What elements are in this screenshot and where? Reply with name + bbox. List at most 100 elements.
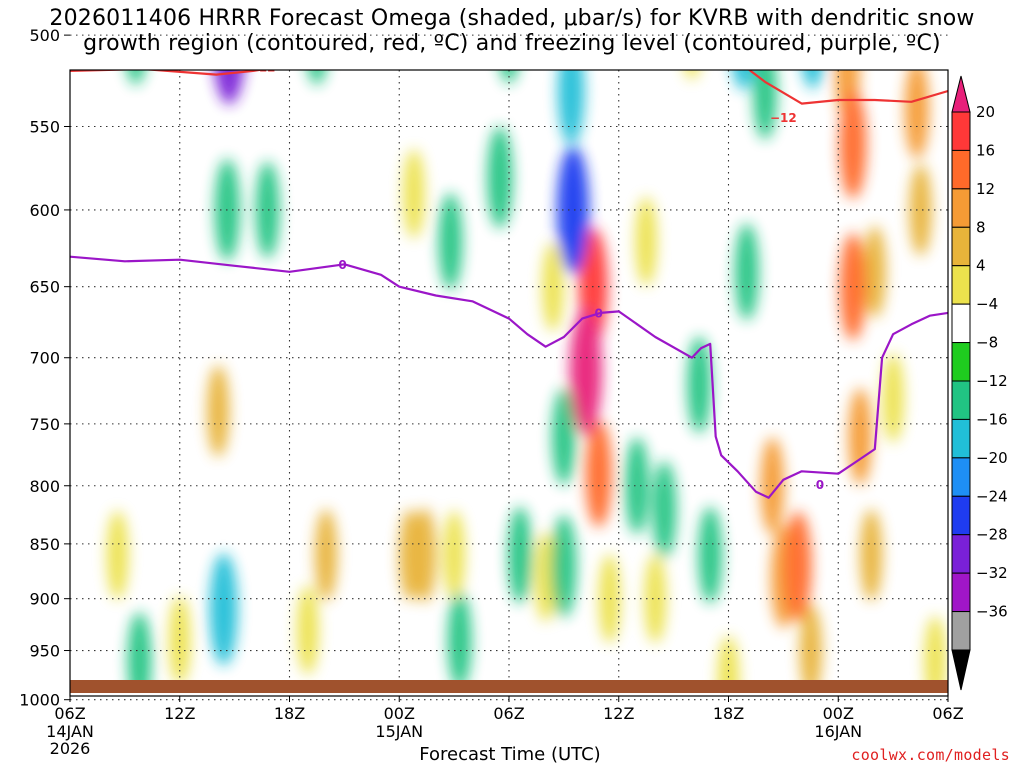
freezing-level-contour-label: 0 (816, 478, 824, 492)
omega-cell (848, 388, 872, 485)
omega-cell (904, 70, 930, 159)
x-tick-date: 16JAN (814, 722, 862, 741)
dgz-contour-label: −12 (540, 38, 567, 52)
gridlines (70, 34, 948, 701)
omega-cell (542, 242, 564, 332)
omega-cell (403, 149, 425, 239)
x-axis-label: Forecast Time (UTC) (419, 744, 601, 765)
omega-cell (255, 161, 280, 259)
omega-cell (753, 70, 777, 140)
omega-cell (784, 511, 812, 622)
colorbar-swatch (951, 534, 971, 574)
freezing-level-contour (70, 255, 948, 499)
x-tick-label: 18Z (713, 704, 744, 723)
omega-cell (508, 506, 532, 604)
colorbar-swatch (951, 226, 971, 267)
omega-cell (635, 196, 657, 286)
omega-cell (551, 515, 577, 618)
colorbar-label: 20 (976, 103, 995, 121)
omega-cell (214, 70, 245, 105)
x-tick-label: 06Z (932, 704, 963, 723)
freezing-level-contour-label: 0 (338, 258, 346, 272)
omega-cell (860, 509, 883, 601)
y-tick-label: 950 (29, 642, 60, 661)
y-tick-label: 850 (29, 535, 60, 554)
x-tick-date: 14JAN (46, 722, 94, 741)
colorbar-label: −32 (976, 564, 1008, 582)
colorbar-label: 4 (976, 257, 986, 275)
omega-cell (732, 70, 754, 90)
colorbar-bottom-arrow (951, 649, 971, 691)
omega-cell (698, 506, 723, 604)
colorbar-swatch (951, 380, 971, 420)
x-tick-label: 00Z (823, 704, 854, 723)
omega-cell (106, 510, 129, 600)
y-tick-label: 650 (29, 278, 60, 297)
dgz-contour-label: −18 (808, 0, 835, 3)
colorbar-label: 12 (976, 180, 995, 198)
omega-cell (924, 616, 946, 690)
colorbar-label: −20 (976, 449, 1008, 467)
omega-cell (557, 70, 585, 145)
omega-cell (443, 510, 465, 600)
omega-cell (671, 0, 695, 24)
omega-cell (799, 604, 822, 690)
omega-cell (245, 0, 269, 24)
y-tick-label: 550 (29, 117, 60, 136)
y-tick-label: 750 (29, 415, 60, 434)
freezing-level-contour-label: 0 (594, 306, 602, 320)
dgz-contour (70, 0, 948, 16)
dgz-contour (70, 70, 948, 105)
colorbar-label: −36 (976, 603, 1008, 621)
x-tick-year: 2026 (50, 739, 91, 758)
colorbar-label: −12 (976, 372, 1008, 390)
colorbar-label: −24 (976, 487, 1008, 505)
colorbar-label: −16 (976, 410, 1008, 428)
omega-cell (534, 532, 557, 622)
omega-cell (802, 70, 823, 89)
omega-shading (106, 0, 946, 690)
ground-surface (70, 680, 948, 693)
omega-cell (717, 635, 740, 690)
omega-cell (863, 226, 886, 318)
colorbar-swatch (951, 149, 971, 190)
omega-cell (734, 223, 759, 321)
omega-cell (685, 70, 699, 80)
colorbar-swatch (951, 495, 971, 536)
x-tick-label: 06Z (493, 704, 524, 723)
colorbar-swatch (951, 265, 971, 305)
omega-cell (297, 585, 319, 675)
colorbar-label: −28 (976, 526, 1008, 544)
omega-cell (447, 591, 472, 689)
y-tick-label: 500 (29, 26, 60, 45)
colorbar-label: 16 (976, 141, 995, 159)
x-tick-label: 12Z (164, 704, 195, 723)
x-tick-label: 00Z (384, 704, 415, 723)
dgz-contour-label: −12 (249, 61, 276, 75)
x-tick-date: 15JAN (375, 722, 423, 741)
colorbar: 20 16 12 8 4 −4 −8 −12 −16 −20 −24 −28 −32 −36 (951, 75, 1008, 691)
omega-cell (552, 388, 576, 485)
omega-cell (569, 307, 602, 436)
omega-cell (687, 336, 712, 434)
colorbar-swatch (951, 111, 971, 151)
colorbar-swatch (951, 188, 971, 228)
omega-cell (909, 164, 932, 256)
omega-cell (487, 126, 513, 229)
colorbar-swatch (951, 457, 971, 497)
omega-cell (625, 437, 649, 535)
colorbar-swatch (951, 418, 971, 459)
colorbar-swatch (951, 342, 971, 382)
omega-cell (127, 70, 145, 85)
omega-cell (314, 509, 338, 601)
y-tick-label: 800 (29, 477, 60, 496)
x-tick-label: 18Z (274, 704, 305, 723)
credit-link[interactable]: coolwx.com/models (851, 746, 1010, 764)
omega-cell (839, 88, 867, 199)
omega-cell (644, 554, 667, 644)
omega-cell (893, 0, 915, 20)
y-tick-label: 1000 (19, 691, 60, 710)
y-axis-ticks: 2503003504004505005506006507007508008509… (19, 26, 70, 710)
